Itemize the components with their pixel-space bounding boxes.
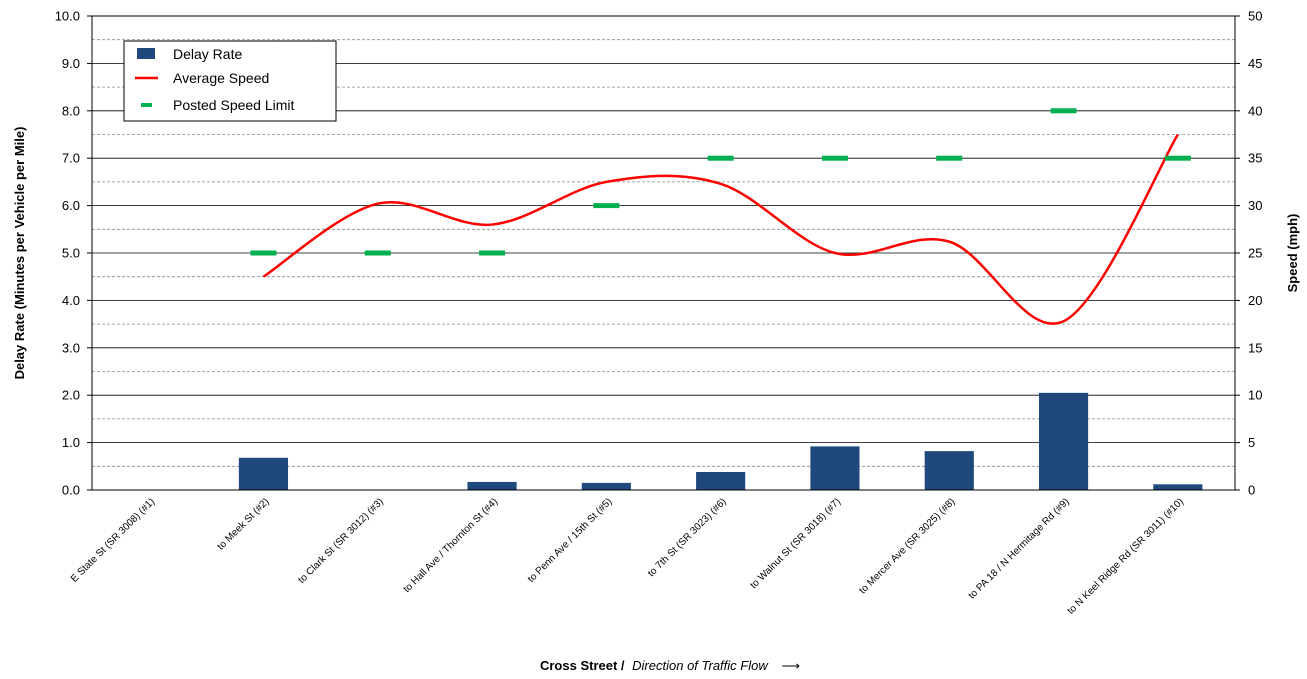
delay-rate-bar bbox=[924, 451, 974, 490]
x-category-label: to Penn Ave / 15th St (#5) bbox=[526, 496, 615, 585]
average-speed-line bbox=[262, 133, 1179, 325]
delay-rate-bar bbox=[696, 471, 746, 490]
speed-limit-marker bbox=[1050, 108, 1077, 114]
delay-rate-bar bbox=[1038, 392, 1089, 490]
x-category-label: to 7th St (SR 3023) (#6) bbox=[646, 496, 729, 579]
x-category-label: to Walnut St (SR 3018) (#7) bbox=[748, 496, 843, 591]
y2-tick-label: 50 bbox=[1248, 9, 1262, 24]
x-axis-title: Cross Street / Direction of Traffic Flow… bbox=[540, 658, 800, 673]
y2-axis-title: Speed (mph) bbox=[1285, 214, 1300, 293]
x-category-label: to PA 18 / N Hermitage Rd (#9) bbox=[967, 496, 1072, 601]
speed-limit-marker bbox=[707, 155, 734, 161]
y2-tick-label: 5 bbox=[1248, 435, 1255, 450]
y-tick-label: 10.0 bbox=[55, 9, 80, 24]
delay-rate-bars bbox=[238, 392, 1203, 490]
y2-tick-label: 10 bbox=[1248, 388, 1262, 403]
y-axis-title: Delay Rate (Minutes per Vehicle per Mile… bbox=[12, 127, 27, 380]
speed-limit-marker bbox=[593, 203, 620, 209]
x-axis-title-bold: Cross Street / bbox=[540, 658, 625, 673]
y-tick-label: 8.0 bbox=[62, 103, 80, 118]
y2-tick-label: 20 bbox=[1248, 293, 1262, 308]
legend-box bbox=[123, 40, 337, 122]
delay-rate-bar bbox=[581, 482, 631, 490]
x-axis-title-italic: Direction of Traffic Flow bbox=[632, 658, 769, 673]
y-tick-label: 5.0 bbox=[62, 246, 80, 261]
legend-swatch-bar bbox=[137, 48, 155, 59]
speed-limit-marker bbox=[936, 155, 963, 161]
x-category-label: to Clark St (SR 3012) (#3) bbox=[296, 496, 386, 586]
delay-rate-bar bbox=[467, 481, 517, 490]
category-labels: E State St (SR 3008) (#1) to Meek St (#2)… bbox=[69, 496, 1186, 616]
y-tick-label: 2.0 bbox=[62, 388, 80, 403]
left-axis-ticks: 0.0 1.0 2.0 3.0 4.0 5.0 6.0 7.0 8.0 9.0 10.0 bbox=[55, 9, 92, 498]
right-axis-ticks: 0 5 10 15 20 25 30 35 40 45 50 bbox=[1235, 9, 1262, 498]
legend-label-posted-speed-limit: Posted Speed Limit bbox=[173, 97, 295, 113]
x-category-label: to Meek St (#2) bbox=[215, 496, 271, 552]
y2-tick-label: 45 bbox=[1248, 56, 1262, 71]
legend-label-delay-rate: Delay Rate bbox=[173, 46, 242, 62]
x-category-label: E State St (SR 3008) (#1) bbox=[69, 496, 157, 584]
delay-rate-bar bbox=[238, 457, 289, 490]
gridlines bbox=[92, 39, 1235, 467]
y2-tick-label: 40 bbox=[1248, 103, 1262, 118]
y-tick-label: 9.0 bbox=[62, 56, 80, 71]
legend-label-average-speed: Average Speed bbox=[173, 70, 269, 86]
y2-tick-label: 0 bbox=[1248, 483, 1255, 498]
speed-limit-marker bbox=[1164, 155, 1191, 161]
speed-limit-marker bbox=[479, 250, 506, 256]
legend: Delay Rate Average Speed Posted Speed Li… bbox=[123, 40, 337, 122]
x-category-label: to Mercer Ave (SR 3025) (#8) bbox=[857, 496, 957, 596]
y2-tick-label: 25 bbox=[1248, 246, 1262, 261]
delay-rate-bar bbox=[810, 446, 860, 490]
y-tick-label: 0.0 bbox=[62, 483, 80, 498]
x-category-label: to Hall Ave / Thornton St (#4) bbox=[401, 496, 500, 595]
x-category-label: to N Keel Ridge Rd (SR 3011) (#10) bbox=[1066, 496, 1186, 616]
y-tick-label: 6.0 bbox=[62, 198, 80, 213]
flow-arrow-icon: ⟶ bbox=[781, 658, 800, 673]
delay-rate-bar bbox=[1153, 484, 1203, 490]
speed-limit-marker bbox=[364, 250, 391, 256]
y2-tick-label: 35 bbox=[1248, 151, 1262, 166]
y2-tick-label: 30 bbox=[1248, 198, 1262, 213]
y-tick-label: 4.0 bbox=[62, 293, 80, 308]
y-tick-label: 7.0 bbox=[62, 151, 80, 166]
legend-swatch-marker bbox=[141, 103, 152, 107]
y-tick-label: 3.0 bbox=[62, 340, 80, 355]
speed-limit-marker bbox=[821, 155, 848, 161]
speed-limit-marker bbox=[250, 250, 277, 256]
y-tick-label: 1.0 bbox=[62, 435, 80, 450]
y2-tick-label: 15 bbox=[1248, 340, 1262, 355]
posted-speed-limit-markers bbox=[250, 108, 1191, 256]
